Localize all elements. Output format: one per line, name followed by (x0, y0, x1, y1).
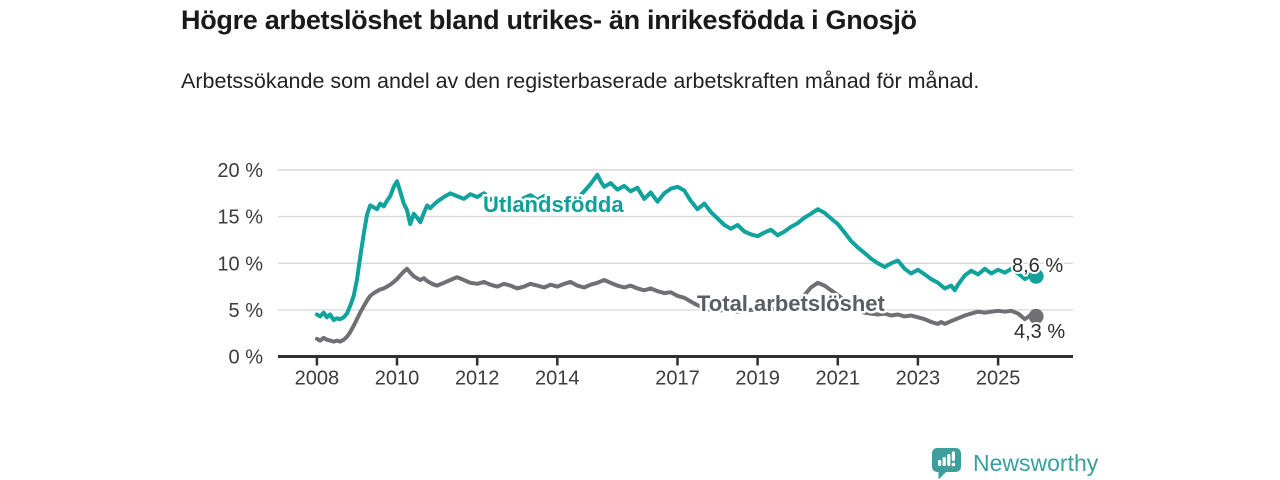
x-tick-label: 2017 (655, 368, 700, 390)
y-tick-label: 0 % (229, 347, 264, 369)
newsworthy-wordmark: Newsworthy (973, 449, 1099, 476)
x-tick-label: 2023 (896, 368, 941, 390)
y-tick-label: 10 % (217, 253, 263, 275)
x-tick-label: 2025 (976, 368, 1021, 390)
series-end-value-0: 8,6 % (1012, 255, 1063, 277)
series-end-dot-0 (1028, 268, 1044, 284)
chart-title: Högre arbetslöshet bland utrikes- än inr… (181, 5, 917, 35)
series-line-1 (314, 266, 1039, 344)
newsworthy-logo-icon (932, 448, 961, 480)
newsworthy-brand-link[interactable]: Newsworthy (930, 446, 1098, 480)
series-label-0: Utlandsfödda (483, 192, 624, 217)
x-tick-label: 2021 (816, 368, 861, 390)
logo-bars (938, 451, 956, 467)
y-tick-label: 5 % (229, 300, 264, 322)
x-tick-label: 2019 (735, 368, 780, 390)
x-tick-label: 2008 (295, 368, 340, 390)
x-tick-label: 2014 (535, 368, 580, 390)
series-line-0 (314, 172, 1039, 323)
x-tick-label: 2010 (375, 368, 420, 390)
series-end-value-1: 4,3 % (1014, 321, 1065, 343)
y-tick-label: 20 % (217, 160, 263, 182)
series-label-1: Total arbetslöshet (697, 291, 886, 316)
x-tick-label: 2012 (455, 368, 500, 390)
y-tick-label: 15 % (217, 207, 263, 229)
series-end-dot-1 (1028, 308, 1044, 324)
speech-bubble-shape (932, 448, 961, 480)
chart-subtitle: Arbetssökande som andel av den registerb… (181, 69, 980, 93)
